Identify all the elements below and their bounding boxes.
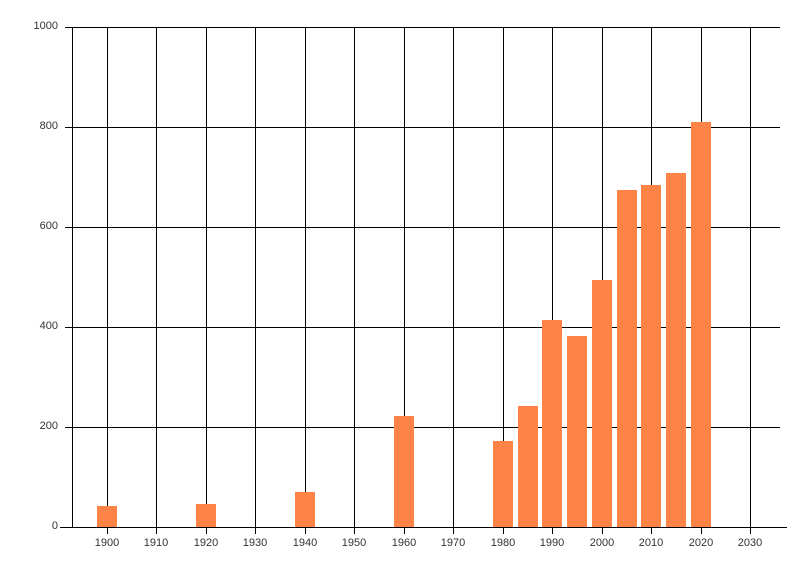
bar-series <box>72 27 780 527</box>
x-axis-tick <box>651 527 652 534</box>
gridline-vertical <box>602 27 603 527</box>
x-axis-tick <box>354 527 355 534</box>
y-axis-tick-label: 200 <box>39 420 58 432</box>
x-axis-tick <box>750 527 751 534</box>
bar <box>666 173 686 527</box>
gridline-horizontal <box>72 427 780 428</box>
gridline-vertical <box>453 27 454 527</box>
x-axis-tick <box>255 527 256 534</box>
x-axis-tick-label: 1950 <box>341 537 367 549</box>
y-axis-spine <box>72 27 73 528</box>
x-axis-tick-label: 1960 <box>391 537 417 549</box>
x-axis-tick <box>453 527 454 534</box>
bar <box>196 504 216 527</box>
gridline-horizontal <box>72 327 780 328</box>
gridline-vertical <box>255 27 256 527</box>
gridline-vertical <box>404 27 405 527</box>
x-axis-tick-label: 2000 <box>589 537 615 549</box>
gridline-horizontal <box>72 127 780 128</box>
x-axis-tick-label: 1940 <box>292 537 318 549</box>
gridline-vertical <box>503 27 504 527</box>
y-axis-tick <box>65 327 73 328</box>
bar <box>518 406 538 527</box>
x-axis-tick <box>107 527 108 534</box>
bar <box>592 280 612 527</box>
y-axis-tick-label: 0 <box>51 520 58 532</box>
x-axis-tick-label: 1970 <box>440 537 466 549</box>
x-axis-tick <box>701 527 702 534</box>
y-axis-tick <box>65 227 73 228</box>
y-axis-tick-label: 600 <box>39 220 58 232</box>
gridline-vertical <box>156 27 157 527</box>
bar <box>617 190 637 527</box>
x-axis-tick-label: 1990 <box>539 537 565 549</box>
x-axis-tick <box>404 527 405 534</box>
bar <box>493 441 513 527</box>
x-axis-tick-label: 1980 <box>490 537 516 549</box>
bar <box>567 336 587 527</box>
gridline-horizontal <box>72 227 780 228</box>
x-axis-tick-label: 2030 <box>737 537 763 549</box>
bar <box>641 185 661 527</box>
x-axis-tick-label: 2010 <box>638 537 664 549</box>
x-axis-tick-label: 2020 <box>688 537 714 549</box>
x-axis-tick <box>206 527 207 534</box>
gridline-vertical <box>750 27 751 527</box>
y-axis-tick <box>65 27 73 28</box>
bar <box>691 122 711 527</box>
x-axis-spine <box>60 527 787 528</box>
x-axis-tick-label: 1930 <box>242 537 268 549</box>
bar <box>542 320 562 527</box>
y-axis-tick-label: 800 <box>39 120 58 132</box>
x-axis-tick-label: 1920 <box>193 537 219 549</box>
y-axis-tick-label: 1000 <box>33 20 58 32</box>
gridline-vertical <box>552 27 553 527</box>
x-axis-tick <box>552 527 553 534</box>
gridline-vertical <box>354 27 355 527</box>
x-axis-tick <box>602 527 603 534</box>
x-axis-tick-label: 1910 <box>143 537 169 549</box>
x-axis-tick <box>156 527 157 534</box>
x-axis-tick <box>305 527 306 534</box>
bar <box>394 416 414 527</box>
bar <box>97 506 117 527</box>
y-axis-tick <box>65 127 73 128</box>
y-axis-tick <box>65 427 73 428</box>
gridline-vertical <box>206 27 207 527</box>
gridline-vertical <box>107 27 108 527</box>
x-axis-tick <box>503 527 504 534</box>
bar <box>295 492 315 527</box>
x-axis-tick-label: 1900 <box>94 537 120 549</box>
y-axis-tick-label: 400 <box>39 320 58 332</box>
gridline-horizontal <box>72 27 780 28</box>
gridline-vertical <box>305 27 306 527</box>
